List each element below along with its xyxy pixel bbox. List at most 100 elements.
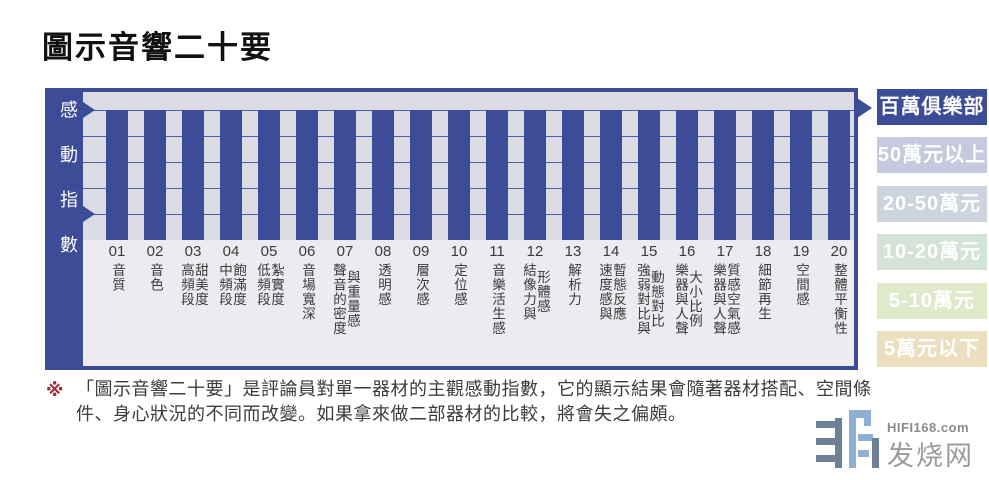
price-tier-2: 50萬元以上 [877,137,987,174]
bar-label: 20 整體平衡性 [820,244,858,336]
bar-label-column: 與重量感 [345,270,360,329]
bar-02 [144,110,166,240]
footnote: ※ 「圖示音響二十要」是評論員對單一器材的主觀感動指數，它的顯示結果會隨著器材搭… [46,377,878,427]
axis-pointer-mid-icon [83,206,95,222]
bar-number: 20 [830,243,848,260]
bar-number: 03 [184,243,202,260]
price-tier-1: 百萬俱樂部 [877,89,987,125]
page-title: 圖示音響二十要 [42,30,273,65]
bar-03 [182,110,204,240]
bar-label: 11 音樂活生感 [478,244,516,336]
bar-number: 06 [298,243,316,260]
bar-label-column: 形體感 [535,270,550,314]
bar-09 [410,110,432,240]
bar-number: 05 [260,243,278,260]
watermark-brand: 发烧网 [887,441,974,471]
bar-number: 09 [412,243,430,260]
bar-label-column: 透明感 [376,263,391,307]
watermark-site: HIFI168.com [887,420,970,435]
bar-label-column: 空間感 [794,263,809,307]
bar-19 [790,110,812,240]
bar-label-column: 紮實度 [269,263,284,307]
bar-label-column: 整體平衡性 [832,263,847,336]
bar-label: 12 結像力與 形體感 [516,243,554,322]
chart-frame: 01 音質 02 音色 03 高頻段 甜美度 04 中頻段 飽滿度 05 低頻段 紮實度 06 音場寬深 07… [45,88,858,370]
bar-label: 09 層次感 [402,244,440,307]
bar-label-column: 強弱對比與 [635,263,650,336]
bar-label: 05 低頻段 紮實度 [250,244,288,307]
bar-16 [676,110,698,240]
bar-label-column: 解析力 [566,263,581,307]
bar-label-area: 01 音質 02 音色 03 高頻段 甜美度 04 中頻段 飽滿度 05 低頻段 紮實度 06 音場寬深 07… [83,240,854,366]
bar-number: 14 [602,243,620,260]
bar-05 [258,110,280,240]
bar-label-column: 大小比例 [687,270,702,329]
bar-label-column: 音質 [110,263,125,292]
bar-label-column: 樂器與人聲 [673,263,688,336]
bar-label-column: 中頻段 [217,263,232,307]
bar-label: 14 速度感與 暫態反應 [592,243,630,322]
bar-label-column: 飽滿度 [231,263,246,307]
bar-17 [714,110,736,240]
bar-label: 03 高頻段 甜美度 [174,244,212,307]
bar-13 [562,110,584,240]
bar-label: 13 解析力 [554,244,592,307]
bar-label: 18 細節再生 [744,243,782,322]
bar-label-column: 高頻段 [179,263,194,307]
bar-label-column: 暫態反應 [611,263,626,321]
bar-11 [486,110,508,240]
price-tier-6: 5萬元以下 [877,331,987,367]
bar-number: 10 [450,243,468,260]
axis-pointer-top-icon [83,102,95,118]
bar-number: 07 [336,243,354,260]
bar-number: 16 [678,243,696,260]
footnote-marker: ※ [46,380,64,400]
bar-label: 06 音場寬深 [288,243,326,322]
bar-label-column: 層次感 [414,263,429,307]
bar-label: 08 透明感 [364,244,402,307]
bar-07 [334,110,356,240]
watermark: HIFI168.com 发烧网 [813,408,989,472]
bar-label: 02 音色 [136,243,174,293]
bar-15 [638,110,660,240]
bar-number: 12 [526,243,544,260]
bar-number: 18 [754,243,772,260]
bar-label-column: 音樂活生感 [490,263,505,336]
bar-label-column: 聲音的密度 [331,263,346,336]
bar-number: 11 [489,243,505,260]
bar-label: 10 定位感 [440,244,478,307]
bar-label: 07 聲音的密度 與重量感 [326,244,364,336]
bar-label-column: 樂器與人聲 [711,263,726,336]
bar-label-column: 低頻段 [255,263,270,307]
bar-number: 15 [640,243,658,260]
bar-01 [106,110,128,240]
bar-10 [448,110,470,240]
bar-number: 17 [716,243,734,260]
y-axis-label: 感動指數 [58,100,78,280]
bar-04 [220,110,242,240]
bar-12 [524,110,546,240]
bar-06 [296,110,318,240]
bar-label: 15 強弱對比與 動態對比 [630,244,668,336]
bar-20 [828,110,850,240]
price-tier-3: 20-50萬元 [877,185,987,222]
bar-number: 02 [146,243,164,260]
bar-number: 08 [374,243,392,260]
bar-label-column: 動態對比 [649,270,664,329]
bar-number: 19 [792,243,810,260]
bar-label: 04 中頻段 飽滿度 [212,244,250,307]
tier-pointer-icon [857,98,872,118]
plot-area: 01 音質 02 音色 03 高頻段 甜美度 04 中頻段 飽滿度 05 低頻段 紮實度 06 音場寬深 07… [83,92,854,366]
bar-label-column: 速度感與 [597,263,612,321]
bar-number: 04 [222,243,240,260]
bar-label-column: 音場寬深 [300,263,315,321]
bar-number: 13 [564,243,582,260]
y-axis: 感動指數 [45,88,83,370]
bar-label-column: 定位感 [452,263,467,307]
bar-label: 17 樂器與人聲 質感空氣感 [706,244,744,336]
bar-label-column: 甜美度 [193,263,208,307]
footnote-text: 「圖示音響二十要」是評論員對單一器材的主觀感動指數，它的顯示結果會隨著器材搭配、… [76,379,872,424]
bar-14 [600,110,622,240]
bar-label-column: 結像力與 [521,263,536,321]
